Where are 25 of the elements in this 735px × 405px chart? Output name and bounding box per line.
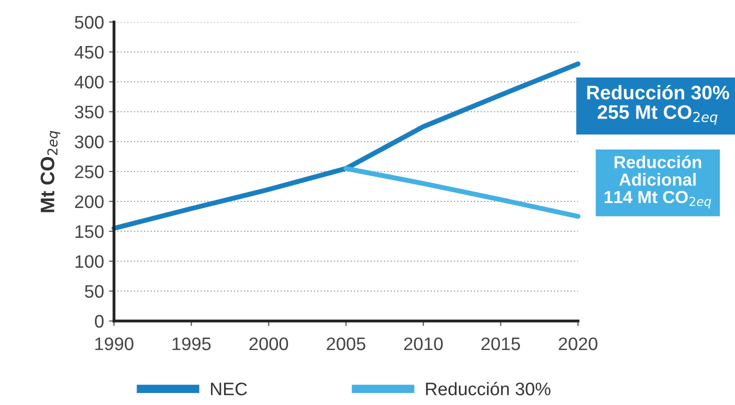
x-tick-label: 1995	[172, 337, 211, 350]
x-tick-label: 2015	[481, 337, 520, 350]
line-series	[112, 61, 580, 231]
text: Reducción Adicional 114 Mt CO$_{2eq}$	[604, 155, 712, 208]
y-tick-label: 200	[75, 195, 104, 208]
x-tick-label: 2010	[404, 337, 443, 350]
y-tick-label: 450	[74, 46, 104, 59]
text: Reducción 30% 255 Mt CO$_{2eq}$	[587, 85, 730, 125]
y-tick-label: 400	[74, 76, 104, 89]
y-tick-label: 100	[76, 255, 104, 268]
y-tick-label: 0	[94, 314, 104, 328]
y-axis-title: Mt CO$_{2eq}$	[40, 130, 60, 212]
x-tick-label: 2020	[558, 337, 598, 350]
x-tick-label: 2000	[249, 337, 288, 350]
x-tick-label: 1990	[95, 337, 134, 350]
y-tick-label: 150	[76, 225, 104, 238]
x-tick-label: 2005	[326, 337, 366, 350]
y-tick-label: 250	[75, 165, 104, 178]
y-tick-label: 50	[84, 285, 104, 298]
line-series	[344, 166, 580, 219]
legend-label: Reducción 30%	[426, 382, 550, 396]
y-tick-label: 300	[74, 136, 104, 148]
legend-label: NEC	[211, 382, 247, 396]
y-tick-label: 500	[74, 16, 104, 29]
y-tick-label: 350	[74, 106, 104, 118]
